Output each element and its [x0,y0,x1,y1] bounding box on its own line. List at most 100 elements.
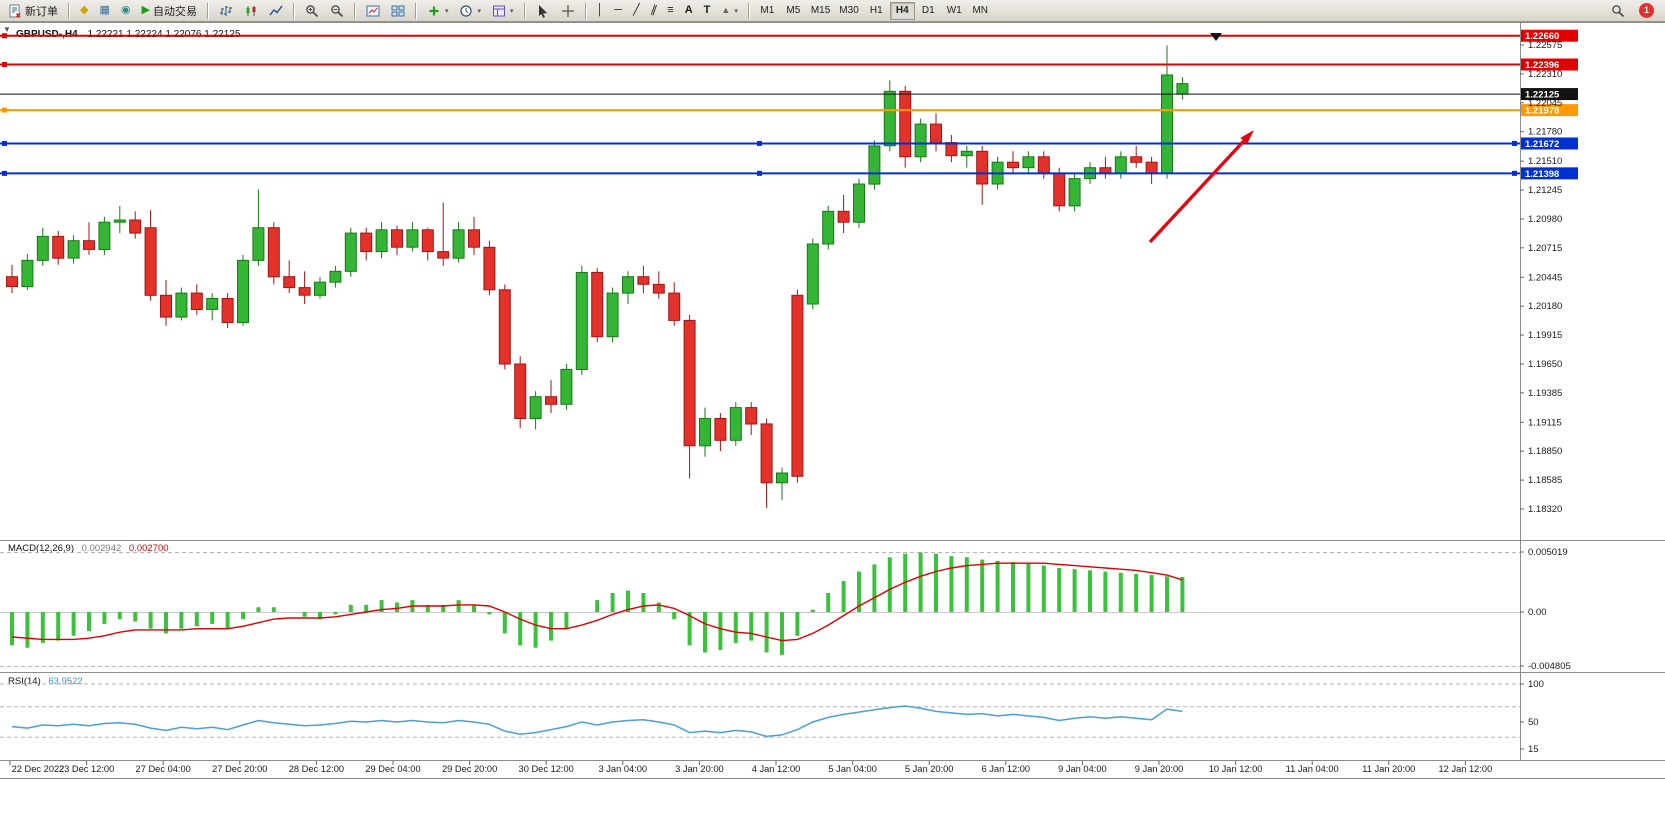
candle [591,271,604,338]
timeframe-M15[interactable]: M15 [807,2,834,20]
line-chart-icon [269,5,283,15]
bar-chart-button[interactable] [214,1,238,20]
text-button[interactable]: A [680,1,698,20]
macd-signal-value: 0.002700 [129,543,169,554]
candle [822,210,835,245]
time-scale-label: 4 Jan 12:00 [752,764,801,774]
market-watch-button[interactable]: ▦ [94,1,114,20]
one-click-trading-toggle[interactable]: ▼ [3,25,11,34]
macd-scale[interactable]: 0.005019 0.00 -0.004805 [1520,547,1571,672]
price-badge [1521,29,1578,42]
line-handle [1512,170,1517,176]
candle [190,292,203,311]
price-scale-label: 1.21780 [1528,127,1562,138]
search-icon [1612,4,1625,17]
channel-button[interactable]: ∥ [646,1,662,20]
rsi-scale-label: 15 [1528,744,1539,755]
panel-dividers[interactable] [0,22,1665,779]
time-scale-label: 11 Jan 04:00 [1286,764,1339,774]
candle [206,298,219,310]
price-scale-label: 1.22310 [1528,69,1562,80]
chart-marker[interactable] [1210,33,1222,41]
search-button[interactable] [1606,1,1630,20]
timeframe-M5[interactable]: M5 [781,2,806,20]
zoom-out-button[interactable] [325,1,349,20]
horizontal-line-1.22396[interactable]: 1.22396 [0,58,1578,72]
metaeditor-button[interactable]: ◆ [75,1,93,20]
line-handle [2,107,7,113]
candle [868,145,881,185]
timeframe-M1[interactable]: M1 [755,2,780,20]
autotrading-button[interactable]: ▶ 自动交易 [136,1,201,20]
candle [1053,172,1066,207]
cursor-button[interactable] [531,1,555,20]
candle [113,219,126,223]
timeframe-H1[interactable]: H1 [864,2,889,20]
tile-windows-button[interactable] [386,1,410,20]
new-order-label: 新订单 [25,5,58,18]
horizontal-line-1.21398[interactable]: 1.21398 [0,167,1578,180]
timeframe-M30[interactable]: M30 [835,2,862,20]
line-handle [757,140,762,146]
candle [1114,156,1127,174]
toolbar-separator [292,2,295,19]
vertical-line-button[interactable]: │ [592,1,609,20]
trend-arrow[interactable] [1148,130,1254,244]
price-badge-label: 1.21978 [1525,106,1559,117]
price-scale-label: 1.21510 [1528,156,1562,167]
candle [1037,156,1050,174]
candle-chart-button[interactable] [239,1,263,20]
time-scale-label: 23 Dec 12:00 [59,764,114,774]
templates-icon [492,5,505,16]
timeframe-D1[interactable]: D1 [916,2,941,20]
crosshair-button[interactable] [556,1,580,20]
candle [1130,156,1143,163]
indicators-icon [429,6,439,15]
templates-button[interactable]: ▾ [487,1,519,20]
periods-button[interactable]: ▾ [454,1,486,20]
timeframe-H4[interactable]: H4 [889,1,915,20]
rsi-scale[interactable]: 100 50 15 [1520,679,1544,755]
candle [83,240,95,250]
line-chart-button[interactable] [264,1,288,20]
horizontal-line-1.21672[interactable]: 1.21672 [0,137,1578,150]
zoom-out-icon [331,4,344,17]
candle [1176,83,1189,95]
label-button[interactable]: T [699,1,716,20]
horizontal-line-1.22125[interactable]: 1.22125 [0,88,1578,101]
candle [806,243,819,305]
indicators-button[interactable]: ▾ [422,1,454,20]
toolbar-separator [206,2,209,19]
toolbar-separator [353,2,356,19]
zoom-in-icon [306,4,319,17]
price-scale[interactable]: 1.22575 1.22310 1.22045 1.21780 1.21510 1.212… [1520,40,1562,515]
price-scale-label: 1.20715 [1528,243,1562,254]
candle [344,232,357,272]
candle [237,259,249,324]
candle [67,240,80,259]
horizontal-line-1.21978[interactable]: 1.21978 [0,104,1578,117]
trendline-button[interactable]: ╱ [628,1,645,20]
horizontal-line-1.22660[interactable]: 1.22660 [0,29,1578,43]
timeframe-MN[interactable]: MN [968,2,993,20]
time-scale-label: 28 Dec 12:00 [289,764,344,774]
price-scale-label: 1.22575 [1528,40,1562,51]
new-chart-button[interactable] [361,1,385,20]
fibonacci-button[interactable]: ≡ [662,1,678,20]
candle [21,259,34,288]
toolbar: 新订单 ◆ ▦ ◉ ▶ 自动交易 ▾ ▾ ▾ [0,0,1665,22]
zoom-in-button[interactable] [300,1,324,20]
price-badge [1521,167,1578,180]
time-scale-label: 22 Dec 2022 [12,764,65,774]
rsi-scale-label: 50 [1528,717,1539,728]
new-order-button[interactable]: 新订单 [3,1,63,20]
candle [421,229,434,253]
notification-badge[interactable]: 1 [1639,3,1654,18]
new-chart-icon [366,5,380,16]
shapes-button[interactable]: ▲ ▾ [716,1,742,20]
timeframe-W1[interactable]: W1 [942,2,967,20]
navigator-button[interactable]: ◉ [116,1,136,20]
horizontal-line-button[interactable]: ─ [609,1,627,20]
candle-chart-icon [246,5,256,16]
